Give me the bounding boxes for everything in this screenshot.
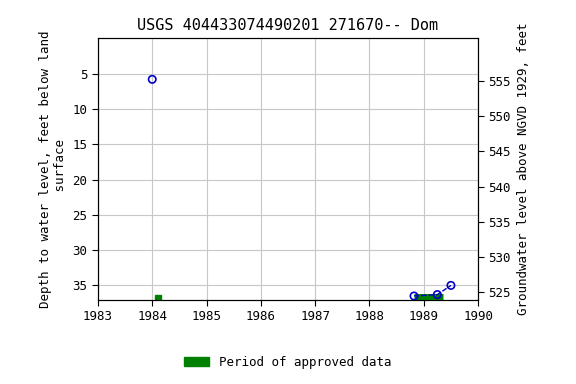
Title: USGS 404433074490201 271670-- Dom: USGS 404433074490201 271670-- Dom	[138, 18, 438, 33]
Point	[410, 293, 419, 299]
Y-axis label: Depth to water level, feet below land
 surface: Depth to water level, feet below land su…	[39, 30, 67, 308]
Legend: Period of approved data: Period of approved data	[179, 351, 397, 374]
Point	[446, 282, 456, 288]
Point	[147, 76, 157, 83]
Y-axis label: Groundwater level above NGVD 1929, feet: Groundwater level above NGVD 1929, feet	[517, 23, 529, 315]
Point	[433, 291, 442, 298]
